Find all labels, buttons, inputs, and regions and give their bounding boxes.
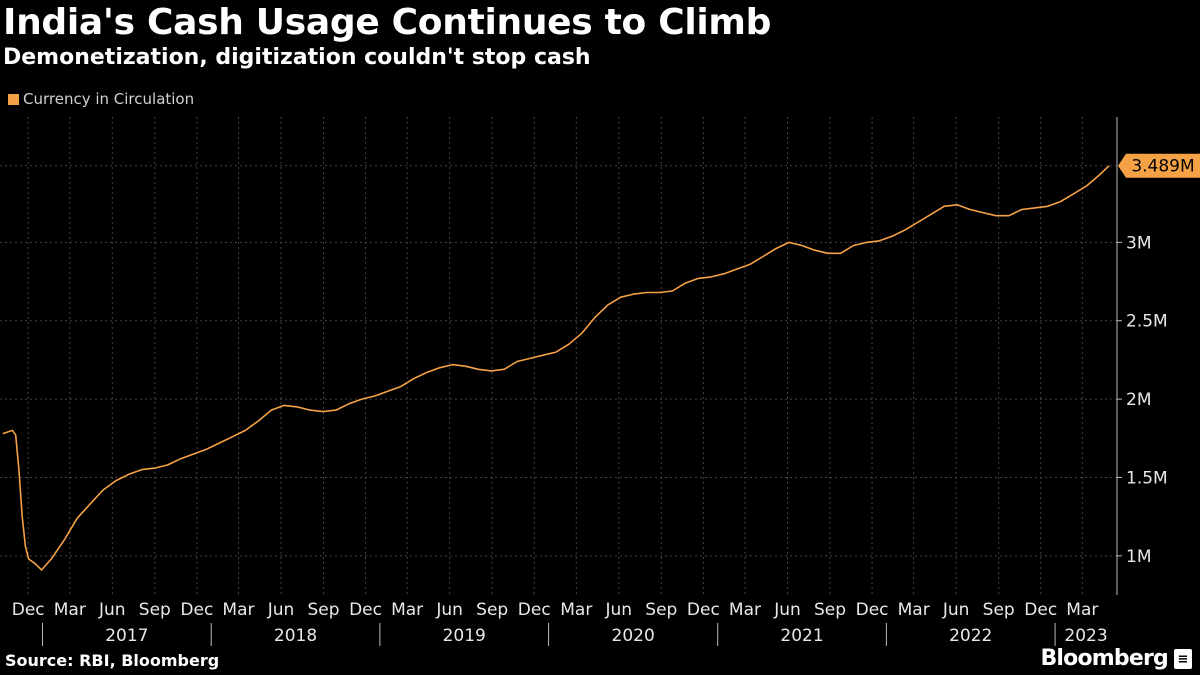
last-value-callout: 3.489M — [1118, 153, 1200, 178]
chart-title: India's Cash Usage Continues to Climb — [3, 2, 772, 43]
x-year-label: 2017 — [105, 626, 148, 646]
y-tick-label: 2M — [1126, 390, 1151, 410]
y-tick-label: 1M — [1126, 547, 1151, 567]
x-tick-label: Sep — [139, 600, 171, 620]
x-year-label: 2018 — [274, 626, 317, 646]
x-tick-label: Mar — [729, 600, 761, 620]
x-tick-label: Dec — [856, 600, 889, 620]
x-tick-label: Jun — [435, 600, 463, 620]
x-tick-label: Mar — [1066, 600, 1098, 620]
x-tick-label: Dec — [349, 600, 382, 620]
x-tick-label: Sep — [307, 600, 339, 620]
x-year-label: 2020 — [612, 626, 655, 646]
last-value-label: 3.489M — [1131, 157, 1194, 177]
x-tick-label: Mar — [560, 600, 592, 620]
x-tick-label: Dec — [12, 600, 45, 620]
x-tick-label: Mar — [898, 600, 930, 620]
x-tick-label: Sep — [476, 600, 508, 620]
legend-swatch — [8, 93, 19, 105]
x-tick-label: Jun — [98, 600, 126, 620]
bloomberg-terminal-icon: ≡ — [1174, 649, 1192, 669]
x-tick-label: Dec — [518, 600, 551, 620]
x-tick-label: Dec — [180, 600, 213, 620]
series-line-currency-in-circulation — [2, 165, 1110, 571]
source-note: Source: RBI, Bloomberg — [5, 651, 220, 670]
x-tick-label: Mar — [54, 600, 86, 620]
legend: Currency in Circulation — [8, 90, 194, 108]
x-tick-label: Jun — [942, 600, 970, 620]
y-tick-label: 1.5M — [1126, 468, 1168, 488]
x-tick-label: Jun — [605, 600, 633, 620]
legend-label: Currency in Circulation — [23, 90, 195, 108]
x-tick-label: Mar — [391, 600, 423, 620]
x-tick-label: Dec — [687, 600, 720, 620]
x-year-label: 2019 — [443, 626, 486, 646]
chart-subtitle: Demonetization, digitization couldn't st… — [3, 45, 591, 70]
x-tick-label: Mar — [222, 600, 254, 620]
y-tick-label: 2.5M — [1126, 312, 1168, 332]
last-value-tag — [1118, 153, 1200, 178]
x-tick-label: Sep — [814, 600, 846, 620]
x-tick-label: Sep — [645, 600, 677, 620]
x-tick-label: Sep — [983, 600, 1015, 620]
y-tick-label: 3M — [1126, 233, 1151, 253]
x-year-label: 2021 — [780, 626, 823, 646]
x-year-label: 2022 — [949, 626, 992, 646]
bloomberg-logo: Bloomberg — [1040, 646, 1168, 671]
x-year-label: 2023 — [1064, 626, 1107, 646]
x-tick-label: Jun — [773, 600, 801, 620]
x-tick-label: Dec — [1024, 600, 1057, 620]
x-tick-label: Jun — [267, 600, 295, 620]
